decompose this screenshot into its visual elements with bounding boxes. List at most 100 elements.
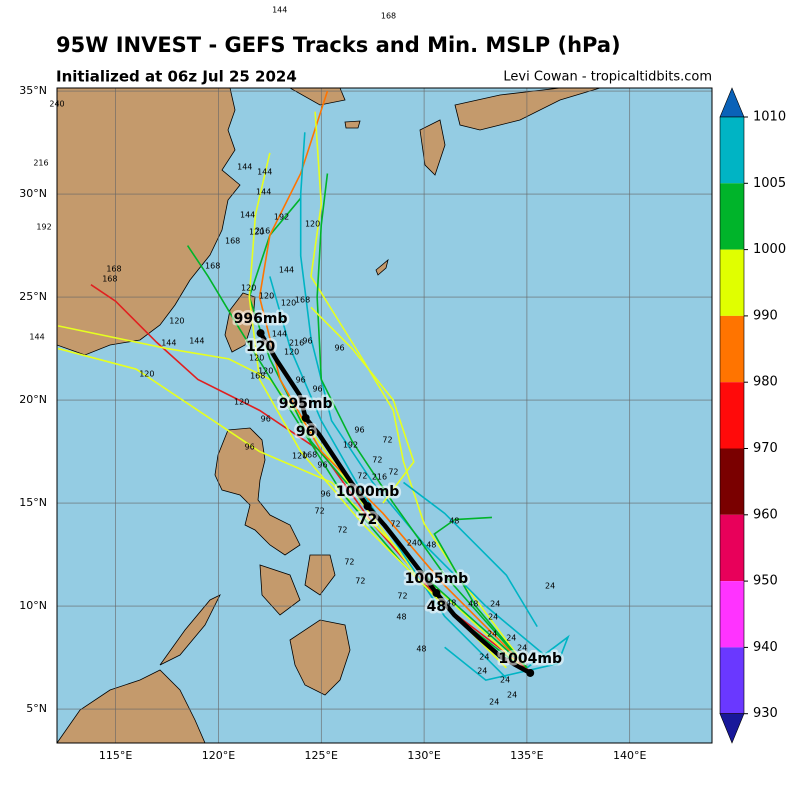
hour-label: 96 xyxy=(296,376,306,385)
hour-label: 96 xyxy=(302,337,312,346)
hour-label: 120 xyxy=(258,367,273,376)
hour-label: 48 xyxy=(416,645,426,654)
member-track xyxy=(433,516,528,669)
colorbar-label: 940 xyxy=(753,640,778,655)
hour-label: 24 xyxy=(545,582,555,591)
hour-mean-label: 72 xyxy=(358,512,377,528)
colorbar-label: 990 xyxy=(753,308,778,323)
hour-label: 120 xyxy=(241,284,256,293)
hour-label: 72 xyxy=(372,455,382,464)
hour-label: 48 xyxy=(449,516,459,525)
hour-label: 96 xyxy=(245,443,255,452)
pressure-label: 1004mb xyxy=(498,651,562,667)
member-track xyxy=(269,276,507,679)
colorbar-segment xyxy=(720,315,744,383)
hour-label: 96 xyxy=(261,415,271,424)
map-frame xyxy=(56,87,713,744)
hour-label: 72 xyxy=(397,591,407,600)
hour-label: 168 xyxy=(205,261,220,270)
hour-label: 168 xyxy=(225,237,240,246)
land xyxy=(57,88,601,743)
hour-label: 144 xyxy=(272,6,287,15)
hour-label: 24 xyxy=(500,675,510,684)
hour-label: 192 xyxy=(343,441,358,450)
hour-label: 120 xyxy=(139,370,154,379)
hour-label: 144 xyxy=(256,188,271,197)
hour-label: 144 xyxy=(272,330,287,339)
hour-mean-label: 48 xyxy=(427,599,446,615)
hour-label: 96 xyxy=(312,385,322,394)
member-track xyxy=(57,325,507,669)
lat-tick-label: 25°N xyxy=(19,290,47,303)
hour-label: 120 xyxy=(292,452,307,461)
hour-label: 216 xyxy=(255,227,270,236)
colorbar-extend xyxy=(719,713,745,744)
member-track xyxy=(444,634,570,682)
lon-tick-label: 115°E xyxy=(99,749,132,762)
colorbar-label: 950 xyxy=(753,574,778,589)
hour-label: 144 xyxy=(240,211,255,220)
hour-label: 192 xyxy=(274,213,289,222)
colorbar-segment xyxy=(720,249,744,316)
lon-tick-label: 130°E xyxy=(407,749,440,762)
hour-label: 72 xyxy=(388,468,398,477)
lon-tick-label: 135°E xyxy=(510,749,543,762)
colorbar-extend xyxy=(719,87,745,118)
pressure-label: 1000mb xyxy=(336,484,400,500)
mean-point xyxy=(256,329,265,338)
hour-label: 144 xyxy=(29,333,44,342)
colorbar-label: 1010 xyxy=(753,110,786,125)
colorbar-segment xyxy=(720,581,744,648)
hour-label: 168 xyxy=(381,12,396,21)
colorbar-label: 930 xyxy=(753,706,778,721)
hour-label: 120 xyxy=(281,299,296,308)
mean-point xyxy=(301,413,310,422)
mean-point xyxy=(526,668,535,677)
colorbar: 1010 1005 1000 990 980 970 960 950 940 930 xyxy=(719,87,786,744)
lat-tick-label: 10°N xyxy=(19,599,47,612)
hour-label: 72 xyxy=(357,472,367,481)
member-track xyxy=(90,284,532,673)
hour-label: 72 xyxy=(390,520,400,529)
pressure-label: 1005mb xyxy=(405,571,469,587)
lon-tick-label: 120°E xyxy=(202,749,235,762)
subtitle: Initialized at 06z Jul 25 2024 xyxy=(56,68,297,86)
hour-label: 24 xyxy=(477,667,487,676)
hour-label: 144 xyxy=(161,338,176,347)
hour-label: 216 xyxy=(372,473,387,482)
lat-tick-label: 15°N xyxy=(19,496,47,509)
title: 95W INVEST - GEFS Tracks and Min. MSLP (… xyxy=(56,33,621,57)
colorbar-label: 980 xyxy=(753,375,778,390)
member-track xyxy=(248,152,497,659)
hour-label: 216 xyxy=(33,159,48,168)
hour-label: 72 xyxy=(355,576,365,585)
hour-label: 120 xyxy=(305,220,320,229)
hour-label: 72 xyxy=(315,507,325,516)
pressure-label: 996mb xyxy=(234,311,288,327)
hour-label: 24 xyxy=(487,630,497,639)
mean-point xyxy=(432,589,441,598)
hour-label: 120 xyxy=(259,292,274,301)
hour-label: 144 xyxy=(189,337,204,346)
hour-label: 240 xyxy=(407,538,422,547)
hour-label: 120 xyxy=(249,227,264,236)
colorbar-segment xyxy=(720,448,744,515)
hour-label: 24 xyxy=(506,633,516,642)
hour-label: 48 xyxy=(446,598,456,607)
hour-label: 120 xyxy=(249,354,264,363)
hour-label: 24 xyxy=(507,691,517,700)
tracks xyxy=(57,90,570,682)
lat-tick-label: 35°N xyxy=(19,84,47,97)
member-track xyxy=(299,132,548,659)
colorbar-label: 970 xyxy=(753,441,778,456)
colorbar-segment xyxy=(720,382,744,449)
mean-track xyxy=(258,331,532,675)
hour-label: 144 xyxy=(279,266,294,275)
lat-tick-label: 30°N xyxy=(19,187,47,200)
lon-tick-label: 140°E xyxy=(613,749,646,762)
hour-mean-label: 120 xyxy=(246,339,275,355)
hour-label: 120 xyxy=(284,348,299,357)
credit: Levi Cowan - tropicaltidbits.com xyxy=(503,70,712,85)
